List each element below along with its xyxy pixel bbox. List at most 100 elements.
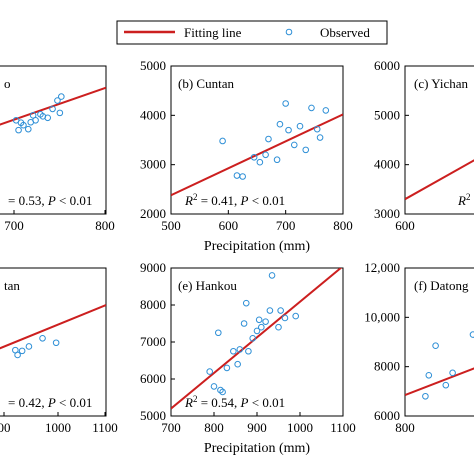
observed-point (52, 339, 60, 347)
panel-1: o = 0.53, P < 0.01 700 800 (0, 65, 115, 233)
observed-point (277, 307, 284, 314)
observed-point (210, 383, 218, 390)
panel-3: (c) YichanR26007006000500040003000 (374, 58, 474, 233)
x-tick-label: 1100 (330, 420, 356, 435)
y-tick-label: 5000 (374, 107, 400, 122)
observed-point (14, 351, 21, 359)
x-tick-label: 700 (276, 218, 296, 233)
plot-frame (404, 65, 474, 215)
y-tick-label: 12,000 (364, 260, 400, 275)
observed-point (262, 151, 269, 159)
y-tick-label: 3000 (374, 206, 400, 221)
observed-point (245, 347, 252, 355)
x-tick-label: 600 (395, 218, 415, 233)
observed-point (217, 386, 224, 394)
observed-point (432, 342, 439, 350)
observed-point (54, 97, 61, 104)
observed-point (322, 107, 330, 114)
observed-point (316, 134, 324, 141)
y-tick-label: 10,000 (364, 309, 400, 324)
observed-point (18, 347, 26, 355)
y-tick-label: 6000 (374, 58, 400, 73)
panel-title: (e) Hankou (178, 278, 237, 293)
observed-point (58, 93, 65, 100)
observed-point (290, 141, 298, 149)
observed-point (255, 316, 263, 324)
x-axis-label: Precipitation (mm) (204, 441, 310, 456)
observed-point (56, 109, 64, 117)
observed-point (308, 104, 315, 112)
x-tick-label: 800 (333, 218, 353, 233)
x-tick-label: 800 (204, 420, 224, 435)
observed-point (49, 105, 56, 113)
x-tick-label: 00 (0, 420, 11, 435)
observed-point (249, 335, 256, 342)
observed-point (15, 126, 22, 134)
observed-point (256, 158, 264, 166)
observed-point (20, 121, 27, 129)
legend-fit-label: Fitting line (184, 25, 242, 40)
plot-frame (170, 65, 344, 215)
panel-4: tan = 0.42, P < 0.01 00 1000 1100 (0, 267, 118, 435)
observed-point (24, 125, 32, 133)
x-tick-label: 900 (247, 420, 267, 435)
panel-stats: R2 = 0.41, P < 0.01 (184, 192, 285, 208)
observed-point (282, 100, 289, 107)
x-tick-label: 1000 (45, 420, 71, 435)
plot-frame (0, 267, 107, 417)
observed-point (449, 369, 456, 377)
panel-title: (b) Cuntan (178, 76, 234, 91)
fitting-line (0, 86, 106, 126)
observed-point (275, 323, 282, 331)
legend-observed-swatch (285, 28, 293, 36)
panel-stats: = 0.53, P < 0.01 (8, 193, 92, 208)
observed-point (236, 346, 244, 353)
panel-title: (f) Datong (414, 278, 469, 293)
y-tick-label: 4000 (374, 157, 400, 172)
observed-point (302, 146, 310, 154)
observed-point (242, 299, 250, 307)
y-tick-label: 2000 (140, 206, 166, 221)
y-tick-label: 8000 (374, 359, 400, 374)
observed-point (250, 153, 258, 161)
observed-point (25, 343, 33, 350)
observed-point (219, 137, 226, 145)
x-tick-label: 500 (161, 218, 181, 233)
y-tick-label: 4000 (140, 107, 166, 122)
legend-observed-label: Observed (320, 25, 370, 40)
x-tick-label: 1100 (92, 420, 118, 435)
observed-point (268, 272, 276, 279)
plot-frame (0, 65, 107, 215)
x-tick-label: 800 (395, 420, 415, 435)
observed-point (422, 392, 429, 400)
panel-title: tan (4, 278, 20, 293)
legend-box (116, 20, 388, 45)
observed-point (240, 320, 248, 327)
observed-point (32, 116, 39, 124)
x-tick-label: 1000 (287, 420, 313, 435)
fitting-line (0, 304, 106, 350)
y-tick-label: 6000 (374, 408, 400, 423)
observed-point (425, 372, 433, 379)
panel-stats: = 0.42, P < 0.01 (8, 395, 92, 410)
panel-stats: R2 = 0.54, P < 0.01 (184, 394, 285, 410)
panel-stats: R2 (457, 192, 470, 208)
x-tick-label: 600 (219, 218, 239, 233)
observed-point (469, 331, 474, 338)
observed-point (223, 364, 231, 372)
observed-point (206, 368, 213, 375)
panel-title: o (4, 76, 11, 91)
observed-point (215, 329, 222, 337)
y-tick-label: 8000 (140, 297, 166, 312)
observed-point (253, 327, 261, 335)
observed-point (296, 122, 304, 130)
observed-point (281, 314, 289, 322)
fitting-line (405, 159, 474, 201)
observed-point (265, 135, 272, 143)
fitting-line (171, 268, 343, 410)
x-axis-label: Precipitation (mm) (204, 239, 310, 254)
observed-point (230, 347, 237, 355)
observed-point (292, 312, 300, 320)
observed-point (239, 173, 246, 180)
